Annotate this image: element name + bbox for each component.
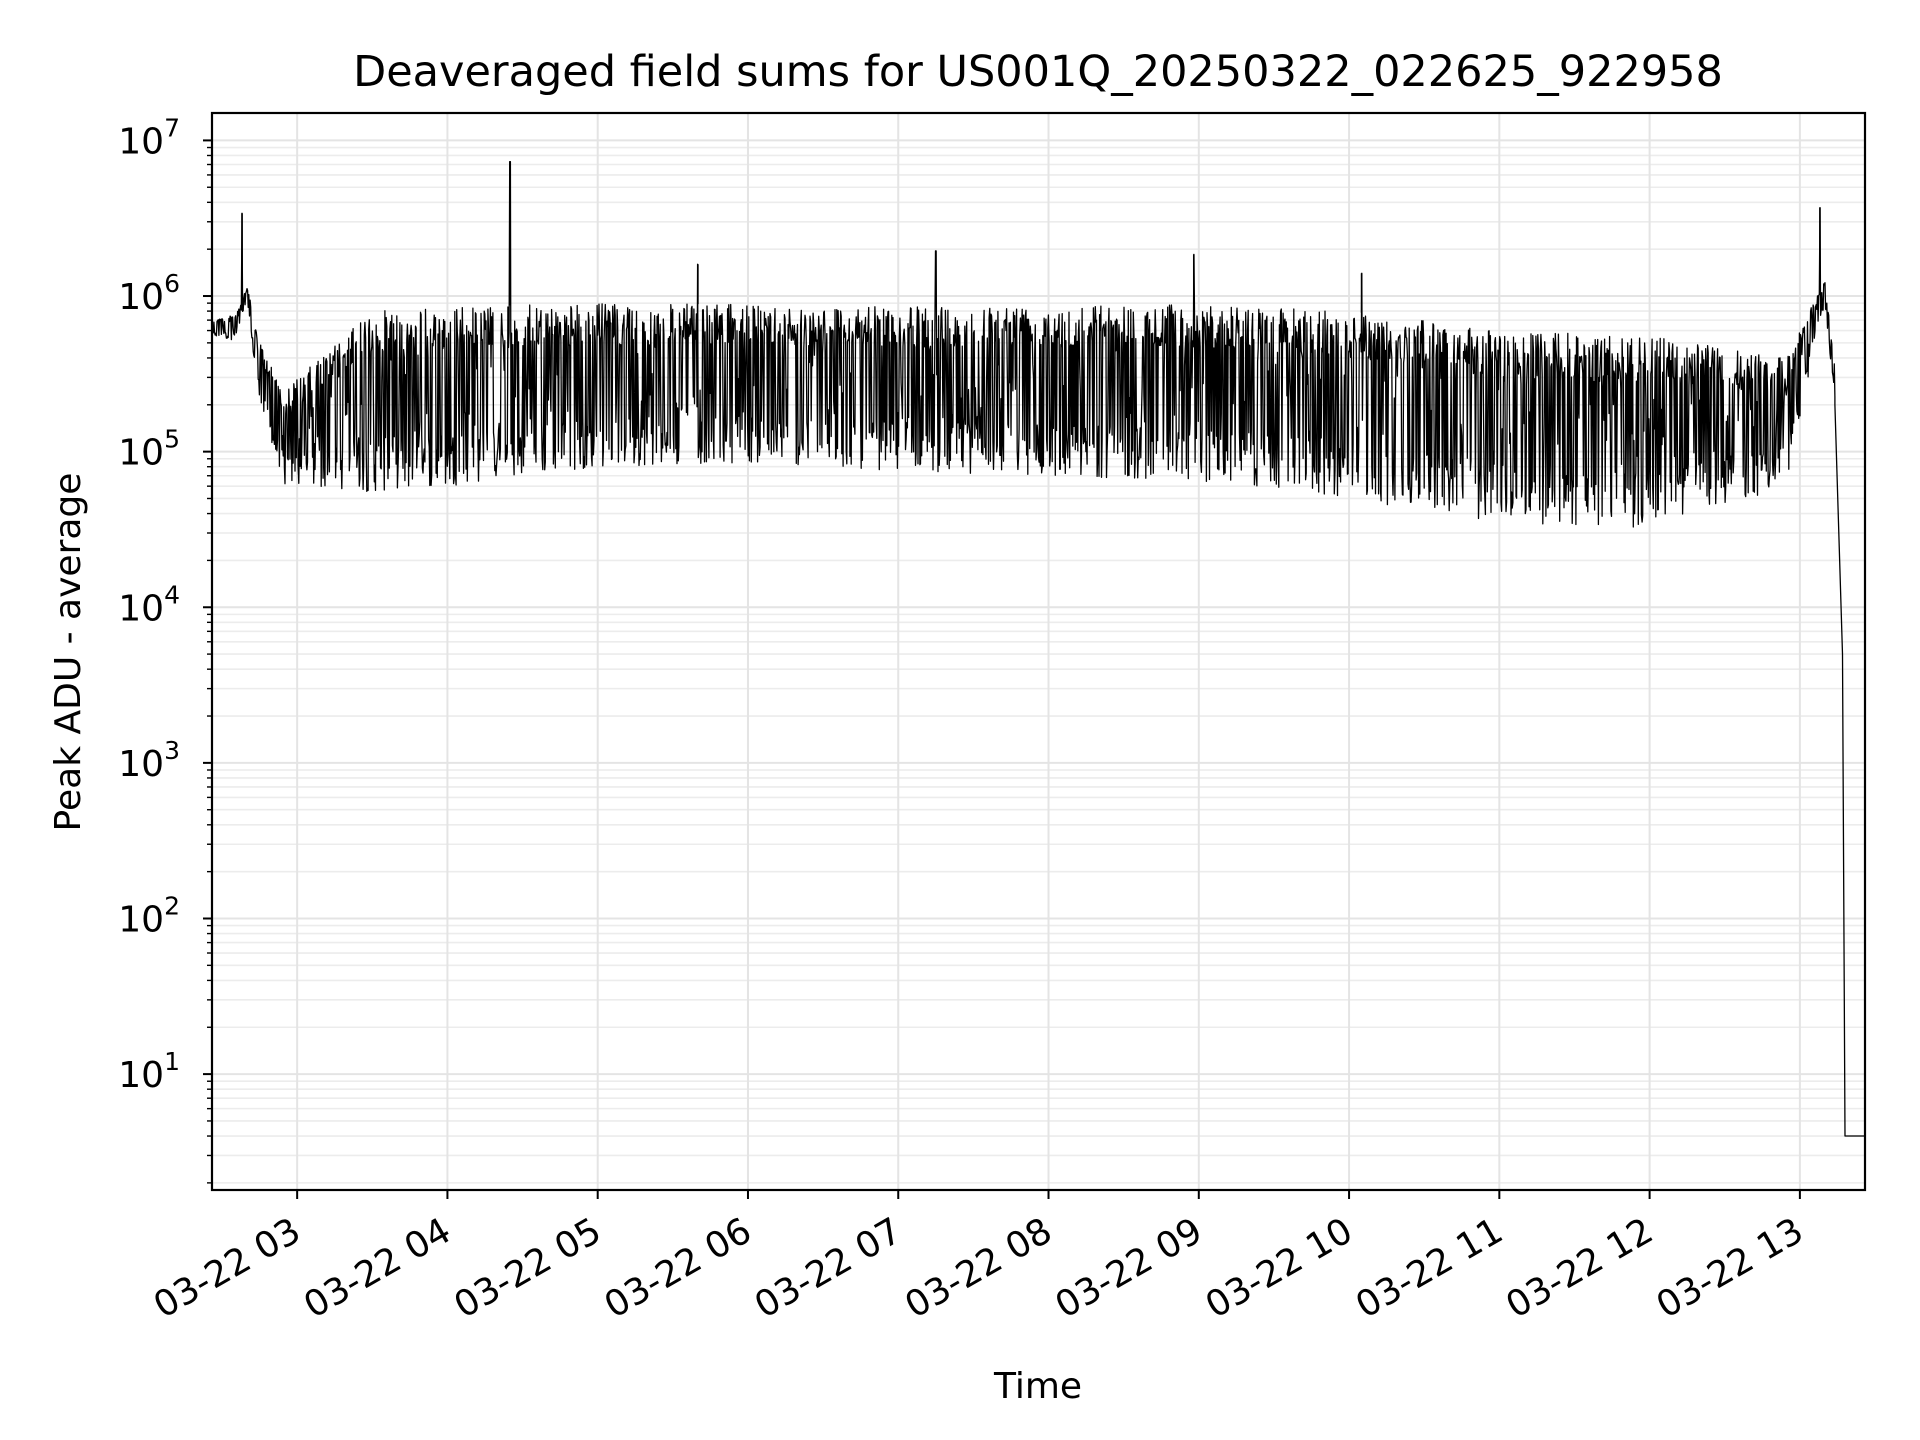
- y-tick-label: 103: [118, 736, 180, 785]
- y-tick-label: 107: [118, 113, 180, 162]
- minor-grid: [212, 146, 1865, 1184]
- y-tick-label: 102: [118, 891, 180, 940]
- y-tick-base: 10: [118, 1055, 164, 1096]
- x-axis-label: Time: [993, 1366, 1082, 1407]
- y-tick-exponent: 2: [164, 891, 180, 920]
- series-line: [211, 161, 1865, 1137]
- y-tick-exponent: 5: [164, 425, 180, 454]
- y-tick-label: 101: [118, 1047, 180, 1096]
- y-tick-exponent: 6: [164, 269, 180, 298]
- major-grid: [212, 113, 1865, 1190]
- y-tick-exponent: 1: [164, 1047, 180, 1076]
- y-tick-base: 10: [118, 899, 164, 940]
- y-tick-base: 10: [118, 433, 164, 474]
- y-tick-base: 10: [118, 744, 164, 785]
- y-tick-exponent: 4: [164, 580, 180, 609]
- y-tick-base: 10: [118, 121, 164, 162]
- y-tick-label: 104: [118, 580, 180, 629]
- chart-title: Deaveraged field sums for US001Q_2025032…: [353, 47, 1723, 97]
- series-layer: [211, 161, 1865, 1137]
- y-tick-base: 10: [118, 277, 164, 318]
- plot-frame: [210, 111, 1867, 1192]
- y-tick-base: 10: [118, 588, 164, 629]
- y-tick-exponent: 3: [164, 736, 180, 765]
- y-axis-label: Peak ADU - average: [48, 473, 89, 832]
- y-tick-exponent: 7: [164, 113, 180, 142]
- y-tick-label: 105: [118, 425, 180, 474]
- y-tick-label: 106: [118, 269, 180, 318]
